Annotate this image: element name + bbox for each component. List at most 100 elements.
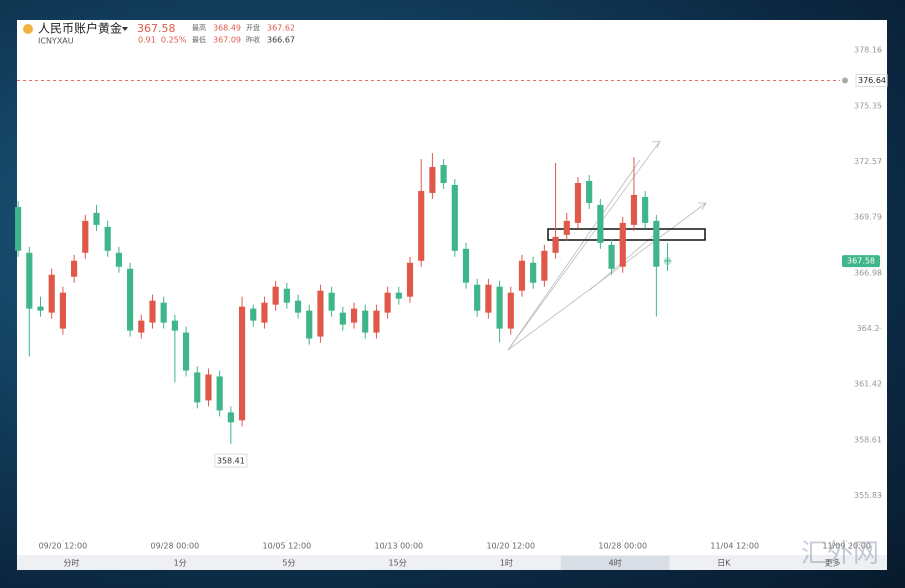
period-tab[interactable]: 分时: [63, 558, 79, 568]
last-box: [842, 255, 880, 268]
open-label: 开盘: [246, 23, 260, 32]
candle-body: [194, 372, 201, 403]
y-tick-label: 364.2: [857, 324, 880, 333]
title: 人民币账户黄金: [38, 21, 122, 36]
candle-body: [574, 182, 582, 223]
candle-body: [149, 300, 156, 323]
period-label: 日K: [717, 559, 731, 568]
period-tab[interactable]: 日K: [717, 559, 731, 568]
period-tab[interactable]: 5分: [282, 559, 295, 568]
period-label: 1时: [500, 558, 513, 568]
candle-body: [272, 286, 279, 305]
candle-body: [507, 292, 514, 329]
candle-body: [384, 292, 391, 313]
panel: [17, 20, 887, 570]
period-label: 5分: [282, 559, 295, 568]
symbol: ICNYXAU: [38, 37, 74, 46]
candle-body: [160, 302, 167, 323]
dropdown[interactable]: [122, 27, 128, 31]
period-tab[interactable]: 1时: [500, 558, 513, 568]
candle-body: [608, 244, 615, 269]
candle-body: [127, 268, 134, 331]
low-label: 最低: [192, 35, 206, 44]
y-tick-label: 355.83: [854, 491, 882, 500]
candle-body: [261, 302, 268, 323]
low: 367.09: [213, 36, 241, 45]
candle-body: [59, 292, 66, 329]
watermark: 汇外网: [801, 539, 879, 569]
candle-body: [71, 260, 78, 277]
x-tick-label: 10/20 12:00: [486, 542, 535, 551]
candle-body: [485, 284, 492, 313]
candle-body: [664, 260, 671, 262]
candle-body: [238, 306, 246, 421]
candle-body: [451, 184, 458, 251]
x-tick-label: 09/20 12:00: [39, 542, 88, 551]
period-tab-selected: [560, 556, 670, 570]
candle-body: [541, 250, 548, 281]
candle-body: [171, 320, 178, 331]
alert-box: [855, 73, 888, 87]
candle-body: [552, 236, 559, 253]
y-tick-label: 378.16: [854, 46, 882, 55]
candle-body: [48, 274, 55, 313]
x-tick-label: 10/28 00:00: [598, 542, 647, 551]
candle-body: [496, 286, 503, 329]
period-tab[interactable]: 15分: [389, 559, 407, 568]
period-bar: [17, 555, 887, 570]
gold-icon: [23, 24, 33, 34]
candle-body: [138, 320, 145, 333]
candle-body: [619, 222, 626, 267]
y-tick-label: 369.79: [854, 213, 882, 222]
y-tick-label: 366.98: [854, 269, 882, 278]
candle-body: [93, 212, 100, 225]
candle-body: [250, 308, 257, 321]
open: 367.62: [267, 24, 295, 33]
candle-body: [530, 262, 537, 283]
candle-body: [26, 252, 33, 309]
candle-body: [37, 306, 44, 311]
candle-body: [586, 180, 593, 203]
candle-body: [395, 292, 402, 299]
period-label: 1分: [174, 559, 187, 568]
candle-body: [205, 374, 212, 401]
period-label: 更多: [825, 558, 841, 568]
candle-body: [216, 376, 223, 411]
candle-body: [227, 412, 234, 423]
candle-body: [440, 165, 447, 183]
candle-body: [518, 260, 526, 291]
candle-body: [328, 292, 335, 311]
change: 0.91: [138, 36, 156, 45]
period-tab[interactable]: 更多: [825, 558, 841, 568]
x-tick-label: 11/04 12:00: [710, 542, 759, 551]
candle-body: [653, 220, 660, 267]
candle-body: [115, 252, 122, 267]
candle-body: [350, 308, 358, 323]
last-price-label: 367.58: [847, 257, 875, 266]
candle-body: [642, 196, 649, 223]
x-tick-label: 09/28 00:00: [151, 542, 200, 551]
candle-body: [474, 284, 481, 311]
y-tick-label: 375.35: [854, 102, 882, 111]
high-label: 最高: [192, 23, 206, 32]
candle-body: [339, 312, 346, 325]
x-tick-label: 10/13 00:00: [374, 542, 423, 551]
candle-body: [429, 167, 436, 193]
prev-close: 366.67: [267, 36, 295, 45]
period-tab[interactable]: 4时: [560, 556, 670, 570]
period-tab[interactable]: 1分: [174, 559, 187, 568]
candle-body: [15, 206, 22, 251]
candle-body: [563, 220, 570, 235]
candle-body: [283, 288, 290, 303]
x-tick-label: 10/05 12:00: [263, 542, 312, 551]
y-tick-label: 358.61: [854, 436, 882, 445]
candle-body: [82, 220, 89, 253]
period-label: 分时: [63, 558, 79, 568]
price: 367.58: [137, 22, 176, 35]
prev-label: 昨收: [246, 35, 260, 44]
last-dot: [663, 257, 672, 266]
candle-body: [306, 310, 313, 339]
y-tick-label: 372.57: [854, 157, 882, 166]
